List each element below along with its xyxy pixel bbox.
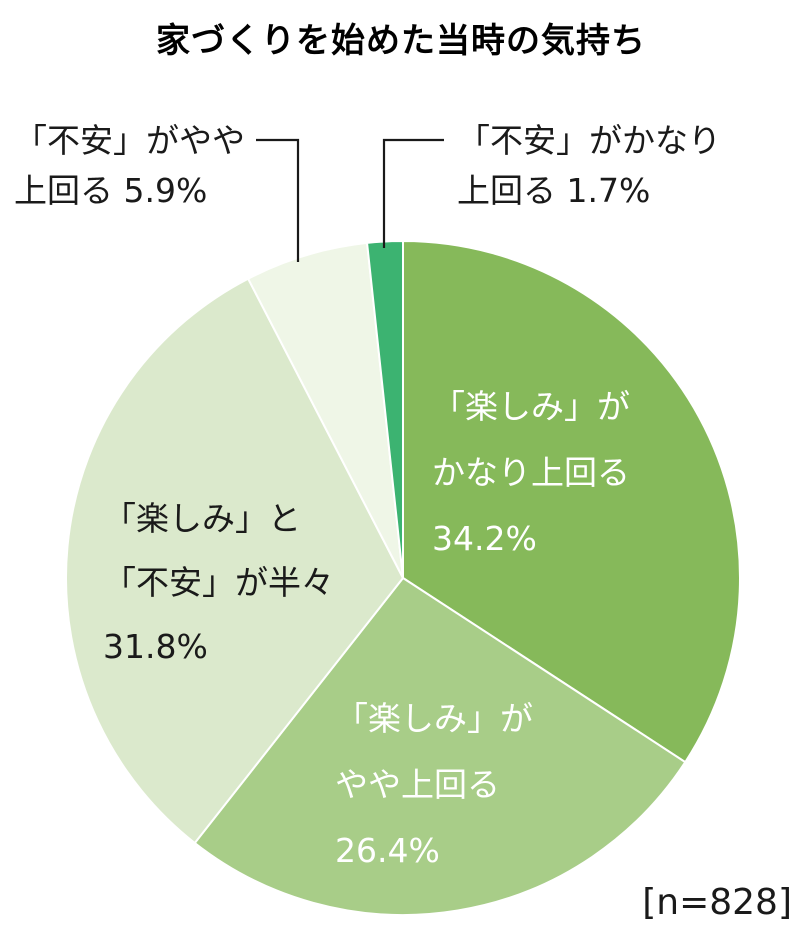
slice-label-line: かなり上回る — [432, 453, 630, 492]
leader-line-4 — [256, 138, 300, 262]
slice-label-4: 「不安」がやや上回る 5.9% — [14, 121, 245, 210]
slice-label-line: 「楽しみ」が — [335, 699, 533, 738]
chart-title: 家づくりを始めた当時の気持ち — [156, 21, 646, 61]
pie-slices — [65, 239, 741, 916]
slice-label-line: 「不安」がかなり — [457, 121, 721, 160]
slice-label-line: やや上回る — [335, 765, 500, 804]
slice-labels: 「楽しみ」がかなり上回る 34.2%「楽しみ」がやや上回る 26.4%「楽しみ」と「… — [14, 121, 721, 870]
slice-label-line: 上回る 5.9% — [14, 171, 207, 210]
slice-label-2: 「楽しみ」がやや上回る 26.4% — [335, 699, 533, 870]
pie-slice-2 — [193, 576, 687, 916]
sample-size-note: [n=828] — [642, 882, 792, 923]
slice-label-1: 「楽しみ」がかなり上回る 34.2% — [432, 387, 630, 558]
slice-label-line: 「楽しみ」が — [432, 387, 630, 426]
leader-lines — [256, 138, 444, 262]
slice-label-line: 「不安」がやや — [14, 121, 245, 160]
slice-label-line: 「楽しみ」と — [103, 499, 301, 538]
slice-label-line: 「不安」が半々 — [103, 563, 334, 602]
leader-line-5 — [382, 138, 444, 248]
slice-label-5: 「不安」がかなり上回る 1.7% — [457, 121, 721, 210]
slice-label-3: 「楽しみ」と「不安」が半々 31.8% — [103, 499, 334, 666]
slice-label-line: 上回る 1.7% — [457, 171, 650, 210]
pie-slice-3 — [65, 277, 405, 845]
slice-value-label: 26.4% — [335, 831, 440, 870]
slice-value-label: 31.8% — [103, 627, 208, 666]
slice-value-label: 34.2% — [432, 519, 537, 558]
pie-slice-4 — [246, 241, 404, 579]
